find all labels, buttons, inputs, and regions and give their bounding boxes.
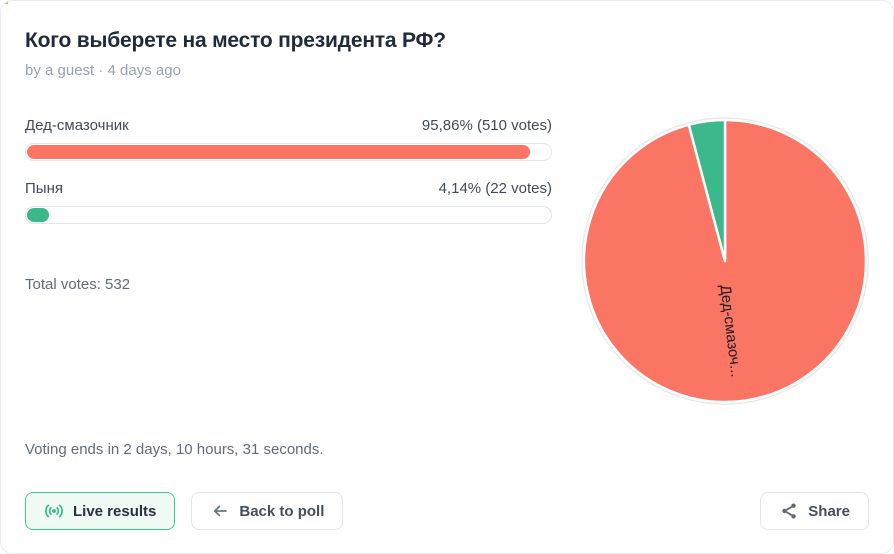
- live-results-label: Live results: [73, 502, 157, 520]
- result-bar-fill: [27, 208, 49, 222]
- back-to-poll-label: Back to poll: [239, 502, 325, 520]
- action-bar: Live results Back to poll Share: [25, 492, 869, 530]
- option-label: Пыня: [25, 180, 63, 197]
- share-label: Share: [808, 502, 850, 520]
- page-title: Кого выберете на место президента РФ?: [25, 29, 446, 52]
- voting-ends-text: Voting ends in 2 days, 10 hours, 31 seco…: [25, 441, 324, 458]
- back-arrow-icon: [210, 501, 230, 521]
- pie-slice: [687, 118, 727, 263]
- total-votes: Total votes: 532: [25, 276, 131, 293]
- result-bar-fill: [27, 145, 531, 159]
- share-icon: [779, 501, 799, 521]
- back-to-poll-button[interactable]: Back to poll: [191, 492, 344, 530]
- byline: by a guest · 4 days ago: [25, 62, 181, 79]
- poll-option-row: Пыня 4,14% (22 votes): [25, 180, 552, 224]
- result-bar-track: [25, 143, 552, 161]
- live-results-button[interactable]: Live results: [25, 492, 176, 530]
- pie-chart-svg: [581, 117, 869, 405]
- option-label: Дед-смазочник: [25, 117, 129, 134]
- share-button[interactable]: Share: [760, 492, 869, 530]
- poll-option-row: Дед-смазочник 95,86% (510 votes): [25, 117, 552, 161]
- pie-chart: Дед-смазоч...: [579, 115, 871, 407]
- results-list: Дед-смазочник 95,86% (510 votes) Пыня 4,…: [25, 117, 552, 224]
- option-result: 95,86% (510 votes): [421, 117, 552, 134]
- live-broadcast-icon: [44, 501, 64, 521]
- result-bar-track: [25, 206, 552, 224]
- corner-loading-fragment: [1, 1, 8, 4]
- option-result: 4,14% (22 votes): [438, 180, 552, 197]
